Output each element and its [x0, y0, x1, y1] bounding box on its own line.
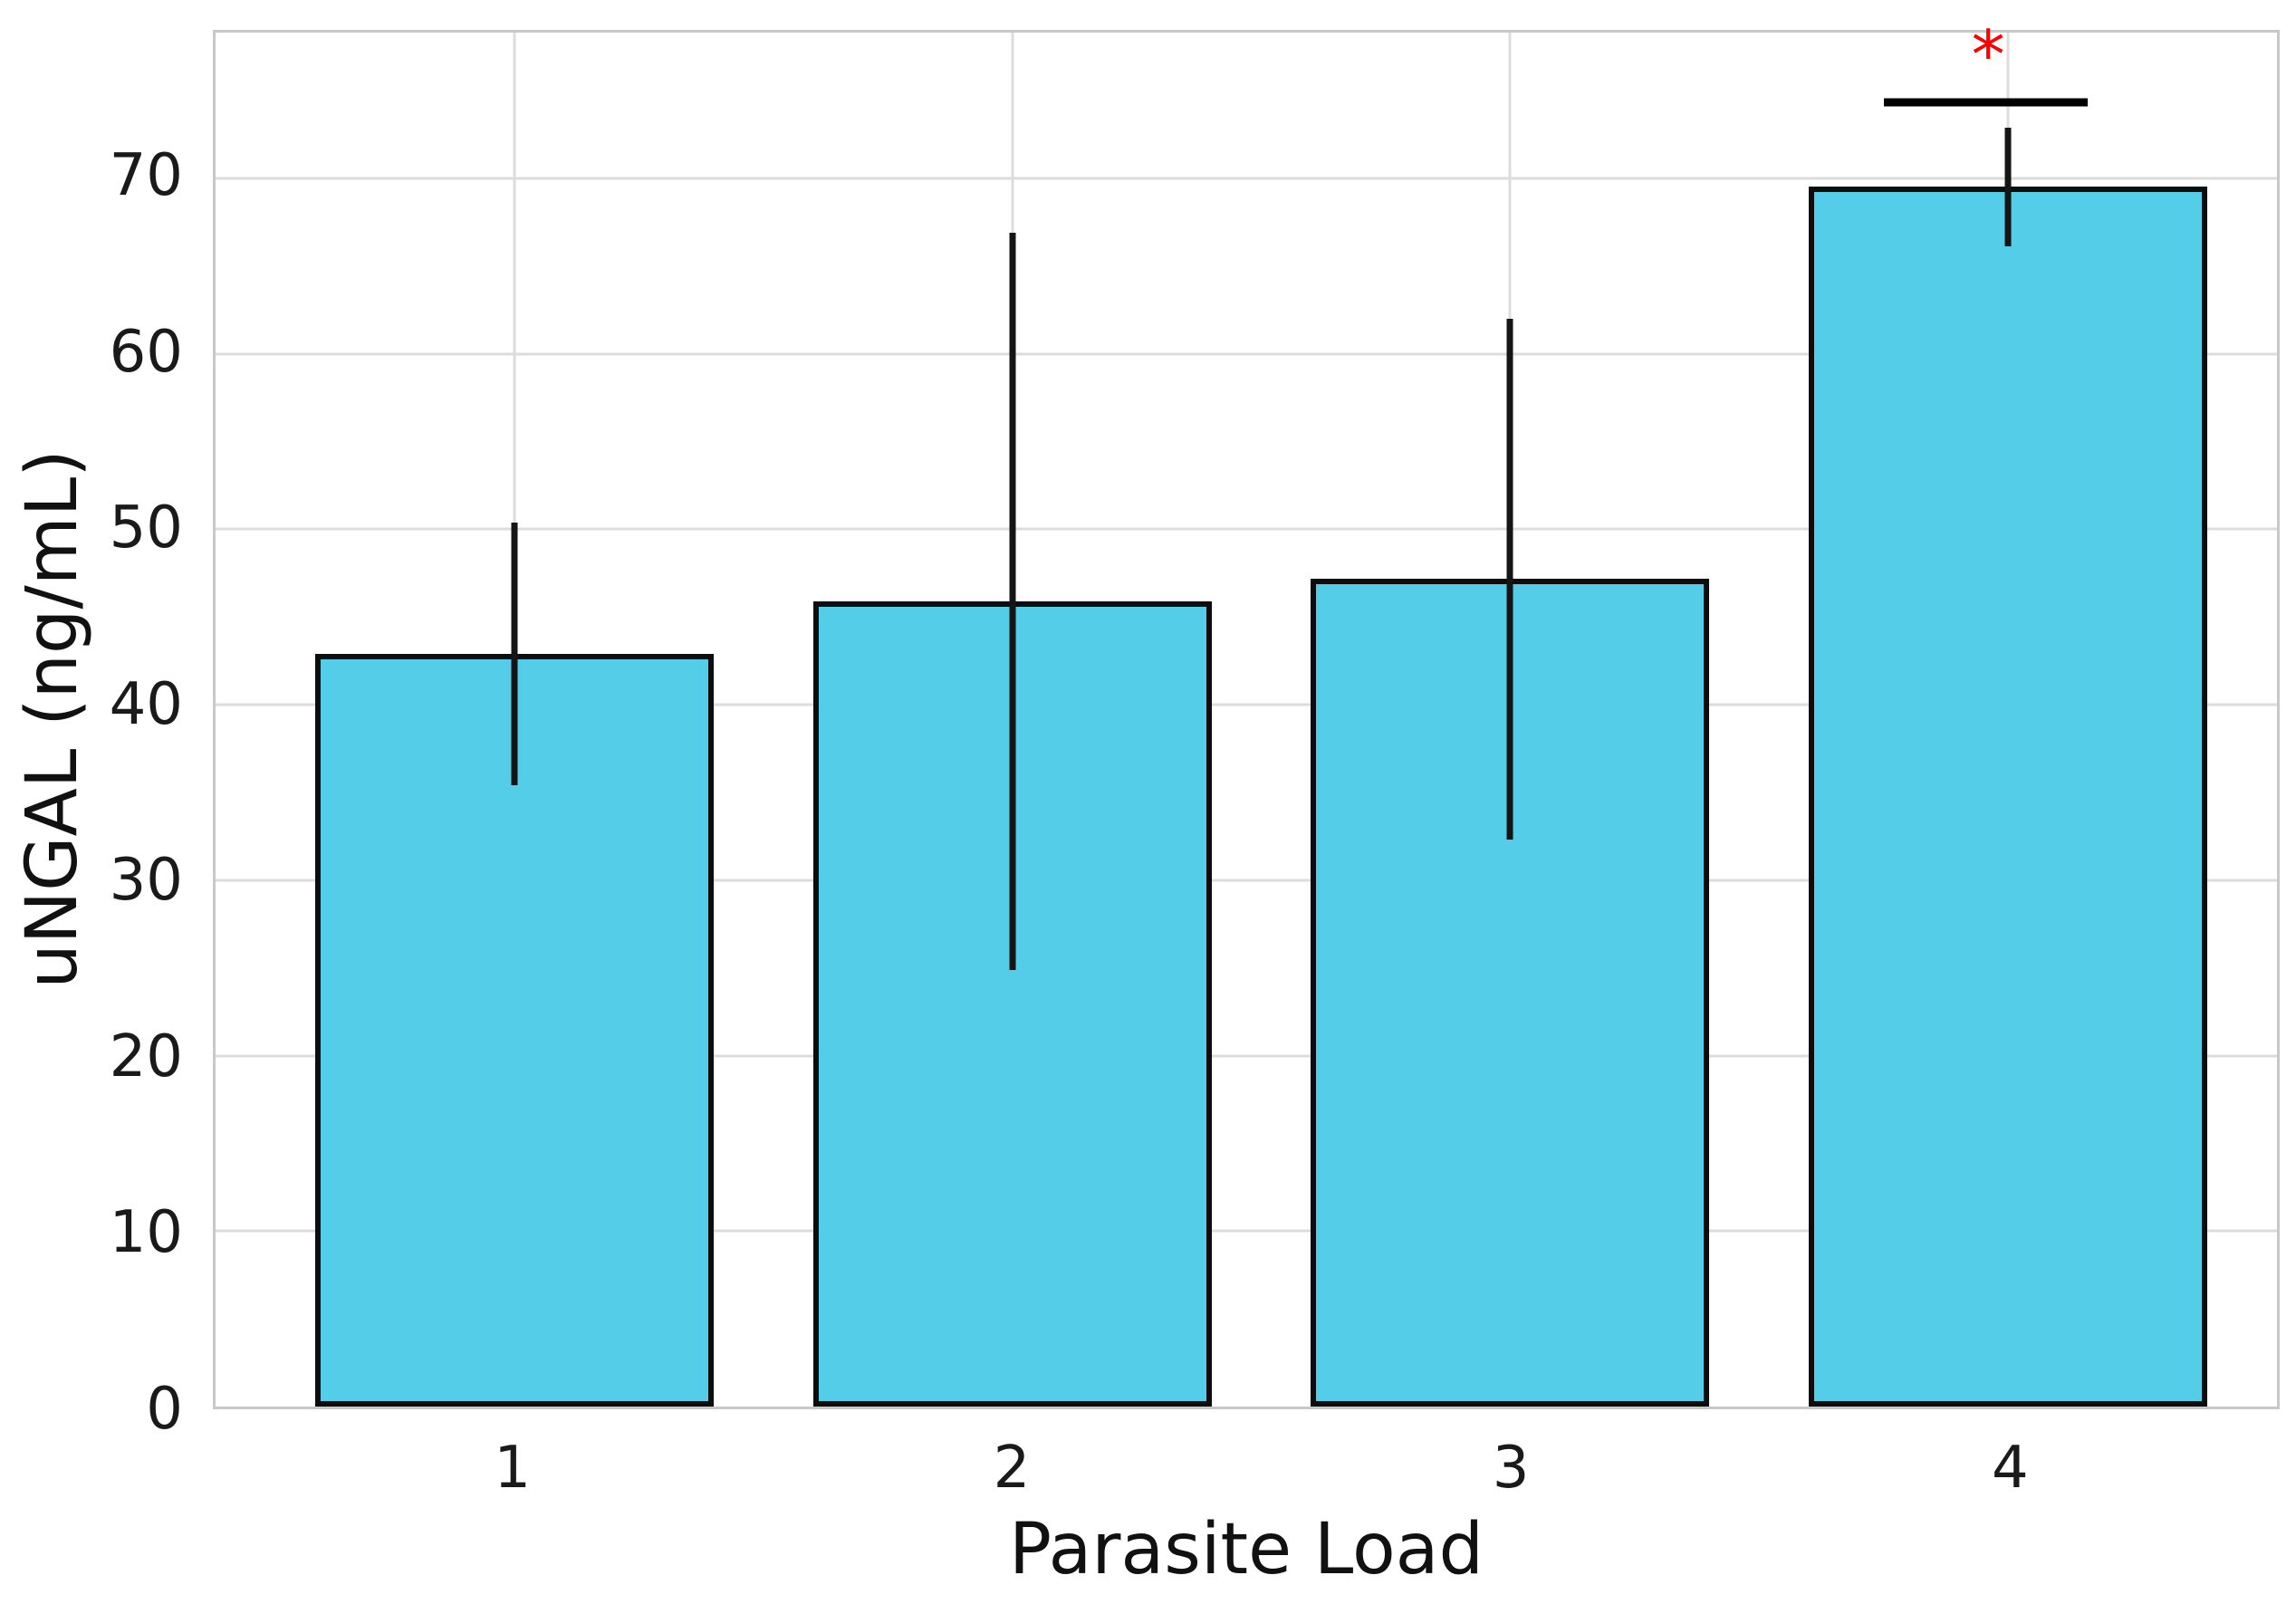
y-tick-label: 60	[109, 318, 183, 386]
error-bar	[1506, 318, 1513, 840]
y-tick-label: 40	[109, 670, 183, 738]
significance-star: *	[1971, 16, 2005, 95]
y-axis-tick-labels: 0 10 20 30 40 50 60 70	[0, 30, 192, 1438]
y-axis-title: uNGAL (ng/mL)	[12, 449, 93, 989]
horizontal-gridline	[216, 703, 2277, 706]
error-bar	[2004, 127, 2012, 247]
significance-line	[1883, 98, 2089, 107]
y-tick-label: 30	[109, 847, 183, 915]
x-axis-tick-labels: 1 2 3 4	[213, 1426, 2280, 1517]
y-tick-label: 10	[109, 1199, 183, 1267]
x-tick-label: 1	[494, 1435, 532, 1502]
horizontal-gridline	[216, 1054, 2277, 1058]
horizontal-gridline	[216, 177, 2277, 180]
horizontal-gridline	[216, 879, 2277, 882]
x-axis-title: Parasite Load	[1009, 1509, 1484, 1590]
y-tick-label: 50	[109, 495, 183, 562]
x-tick-label: 2	[993, 1435, 1031, 1502]
horizontal-gridline	[216, 527, 2277, 531]
bar	[1809, 187, 2208, 1407]
horizontal-gridline	[216, 1229, 2277, 1233]
y-tick-label: 70	[109, 142, 183, 210]
plot-area: *	[213, 22, 2280, 1409]
error-bar	[1009, 232, 1016, 970]
error-bar	[511, 522, 518, 786]
y-tick-label: 0	[146, 1376, 183, 1443]
y-tick-label: 20	[109, 1023, 183, 1090]
x-tick-label: 4	[1991, 1435, 2029, 1502]
x-tick-label: 3	[1492, 1435, 1530, 1502]
horizontal-gridline	[216, 352, 2277, 356]
